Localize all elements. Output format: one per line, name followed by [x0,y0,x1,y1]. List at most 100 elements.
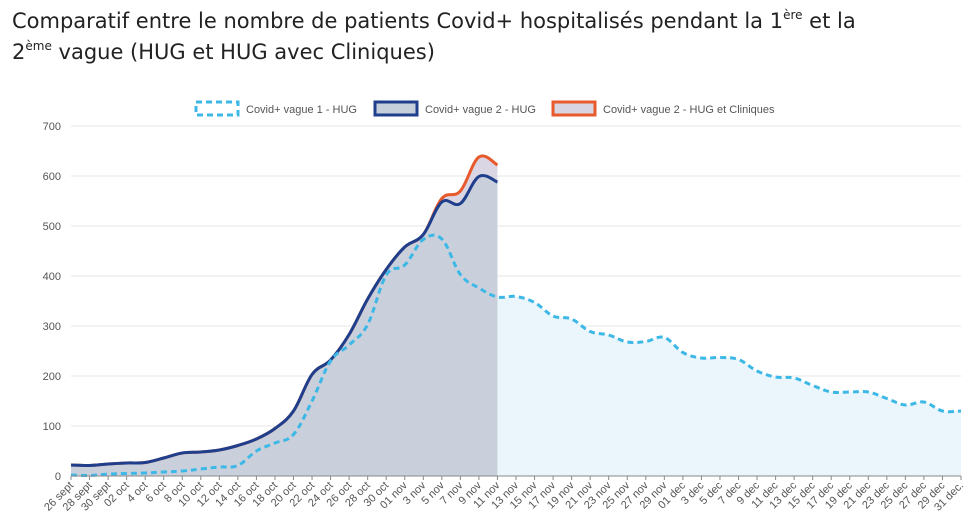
data-point-series1 [663,336,666,339]
data-point-series1 [236,464,239,467]
data-point-series1 [181,470,184,473]
data-point-series1 [496,296,499,299]
data-point-series1 [737,358,740,361]
data-point-series3 [311,373,314,376]
series-line-vague2 [70,174,499,468]
legend-swatch[interactable] [194,100,240,117]
data-point-series3 [199,451,202,454]
data-point-series1 [552,315,555,318]
data-point-series1 [589,330,592,333]
data-point-series1 [941,410,944,413]
title-line2-part2: vague (HUG et HUG avec Cliniques) [51,40,435,64]
data-point-series3 [403,246,406,249]
data-point-series3 [292,410,295,413]
data-point-series2 [440,201,443,204]
legend-label[interactable]: Covid+ vague 1 - HUG [246,104,357,116]
data-point-series1 [273,442,276,445]
title-sup1: ère [783,8,803,22]
data-point-series1 [960,410,963,413]
series-area-vague2 [71,175,498,476]
data-point-series3 [255,438,258,441]
y-tick-label: 200 [43,371,61,383]
area-layer [71,155,961,476]
data-point-series1 [311,400,314,403]
legend[interactable]: Covid+ vague 1 - HUG Covid+ vague 2 - HUG… [194,100,775,117]
data-point-series3 [385,268,388,271]
title-line1-part2: et la [802,9,856,33]
data-point-series1 [700,357,703,360]
y-tick-label: 600 [43,171,61,183]
data-point-series1 [107,473,110,476]
data-point-series3 [144,461,147,464]
y-tick-label: 300 [43,321,61,333]
data-point-series1 [644,340,647,343]
data-point-series1 [793,377,796,380]
data-point-series1 [848,391,851,394]
data-point-series1 [385,274,388,277]
data-point-series1 [477,287,480,290]
data-point-series1 [756,370,759,373]
data-point-series1 [440,238,443,241]
data-point-series1 [774,376,777,379]
data-point-series3 [70,464,73,467]
data-point-series3 [162,457,165,460]
data-point-series1 [422,238,425,241]
data-point-series1 [533,301,536,304]
chart-title: Comparatif entre le nombre de patients C… [12,6,952,68]
data-point-series1 [199,468,202,471]
data-point-series1 [681,351,684,354]
data-point-series3 [273,427,276,430]
title-line2-part1: 2 [12,40,26,64]
data-point-series1 [255,450,258,453]
data-point-series3 [496,164,499,167]
data-point-series3 [422,233,425,236]
y-tick-label: 500 [43,221,61,233]
data-point-series1 [830,391,833,394]
data-point-series3 [440,197,443,200]
data-point-series1 [144,472,147,475]
data-point-series1 [922,401,925,404]
legend-label[interactable]: Covid+ vague 2 - HUG [425,104,536,116]
legend-label[interactable]: Covid+ vague 2 - HUG et Cliniques [603,104,775,116]
data-point-series1 [403,264,406,267]
data-point-series3 [218,449,221,452]
y-tick-label: 400 [43,271,61,283]
y-tick-label: 700 [43,121,61,133]
data-point-series1 [570,318,573,321]
data-point-series3 [88,464,91,467]
title-sup2: ème [25,39,52,53]
data-point-series1 [348,344,351,347]
data-point-series1 [515,295,518,298]
data-point-series3 [107,463,110,466]
title-line1-part1: Comparatif entre le nombre de patients C… [12,9,784,33]
data-point-series1 [218,466,221,469]
y-tick-label: 0 [55,471,61,483]
data-point-series1 [125,472,128,475]
data-point-series1 [162,471,165,474]
data-point-series2 [459,202,462,205]
data-point-series2 [496,181,499,184]
data-point-series1 [885,397,888,400]
data-point-series1 [607,334,610,337]
data-point-series1 [366,323,369,326]
data-point-series2 [477,175,480,178]
data-point-series3 [181,452,184,455]
data-point-series3 [459,190,462,193]
data-point-series3 [125,462,128,465]
data-point-series1 [811,384,814,387]
data-point-series1 [718,356,721,359]
data-point-series1 [867,391,870,394]
data-point-series3 [477,156,480,159]
line-layer [70,154,963,478]
data-point-series1 [292,433,295,436]
data-point-series1 [459,273,462,276]
y-tick-label: 100 [43,421,61,433]
legend-swatch[interactable] [551,100,597,117]
data-point-series1 [626,341,629,344]
data-point-series1 [904,404,907,407]
series-area-vague1 [71,235,961,476]
data-point-series3 [329,359,332,362]
legend-swatch[interactable] [373,100,419,117]
data-point-series3 [348,333,351,336]
